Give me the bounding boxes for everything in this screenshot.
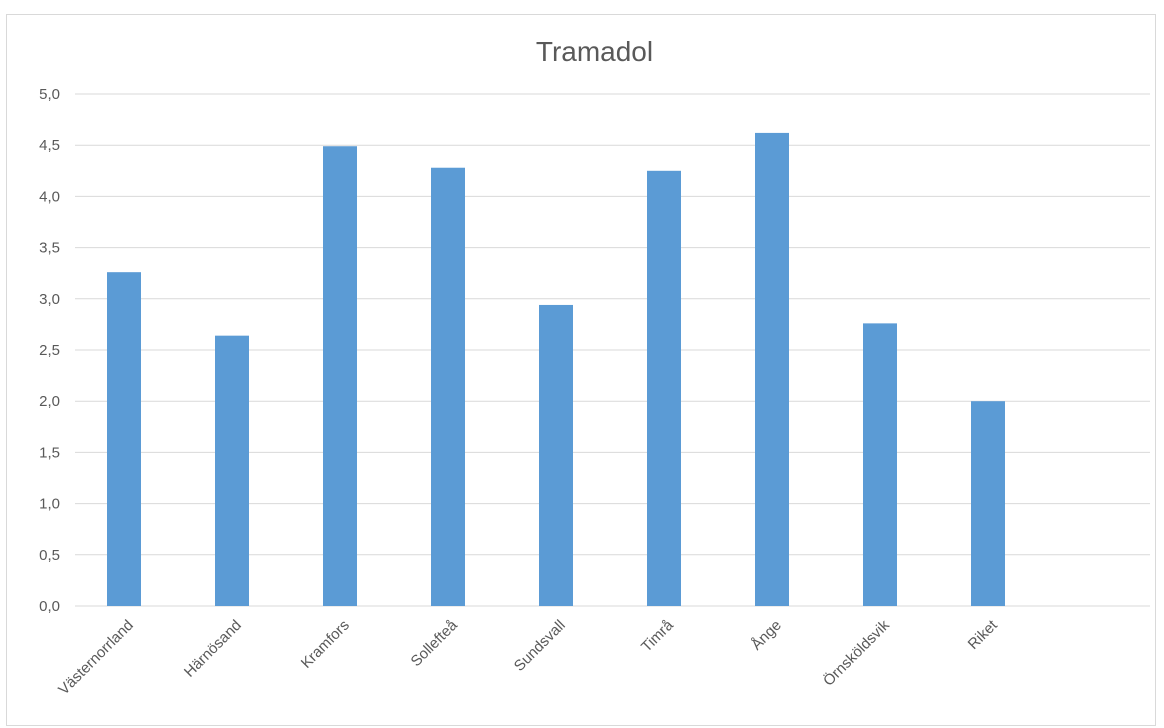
chart-title: Tramadol xyxy=(535,36,654,67)
x-tick-label: Riket xyxy=(965,616,1002,653)
bar xyxy=(215,335,249,606)
bar xyxy=(647,170,681,607)
y-tick-label: 0,5 xyxy=(39,547,60,564)
y-tick-label: 0,0 xyxy=(39,598,60,615)
chart-frame xyxy=(6,14,1156,726)
y-tick-label: 3,0 xyxy=(39,291,60,308)
x-tick-label: Sundsvall xyxy=(511,617,569,675)
bar xyxy=(539,304,573,606)
y-tick-label: 1,0 xyxy=(39,496,60,513)
bar xyxy=(107,272,141,606)
x-tick-label: Örnsköldsvik xyxy=(819,616,893,690)
y-tick-label: 4,5 xyxy=(39,137,60,154)
y-tick-label: 4,0 xyxy=(39,188,60,205)
x-tick-label: Kramfors xyxy=(298,617,353,672)
bar xyxy=(431,167,465,606)
bar xyxy=(323,146,357,606)
x-tick-label: Sollefteå xyxy=(408,616,462,670)
y-tick-label: 5,0 xyxy=(39,86,60,103)
y-tick-label: 2,5 xyxy=(39,342,60,359)
x-tick-label: Timrå xyxy=(638,616,677,655)
bar xyxy=(971,401,1005,606)
bar xyxy=(755,132,789,607)
y-tick-label: 2,0 xyxy=(39,393,60,410)
x-tick-label: Västernorrland xyxy=(55,617,137,699)
y-tick-label: 3,5 xyxy=(39,240,60,257)
bar xyxy=(863,323,897,606)
x-tick-label: Ånge xyxy=(748,617,785,654)
x-tick-label: Härnösand xyxy=(181,617,245,681)
y-tick-label: 1,5 xyxy=(39,444,60,461)
